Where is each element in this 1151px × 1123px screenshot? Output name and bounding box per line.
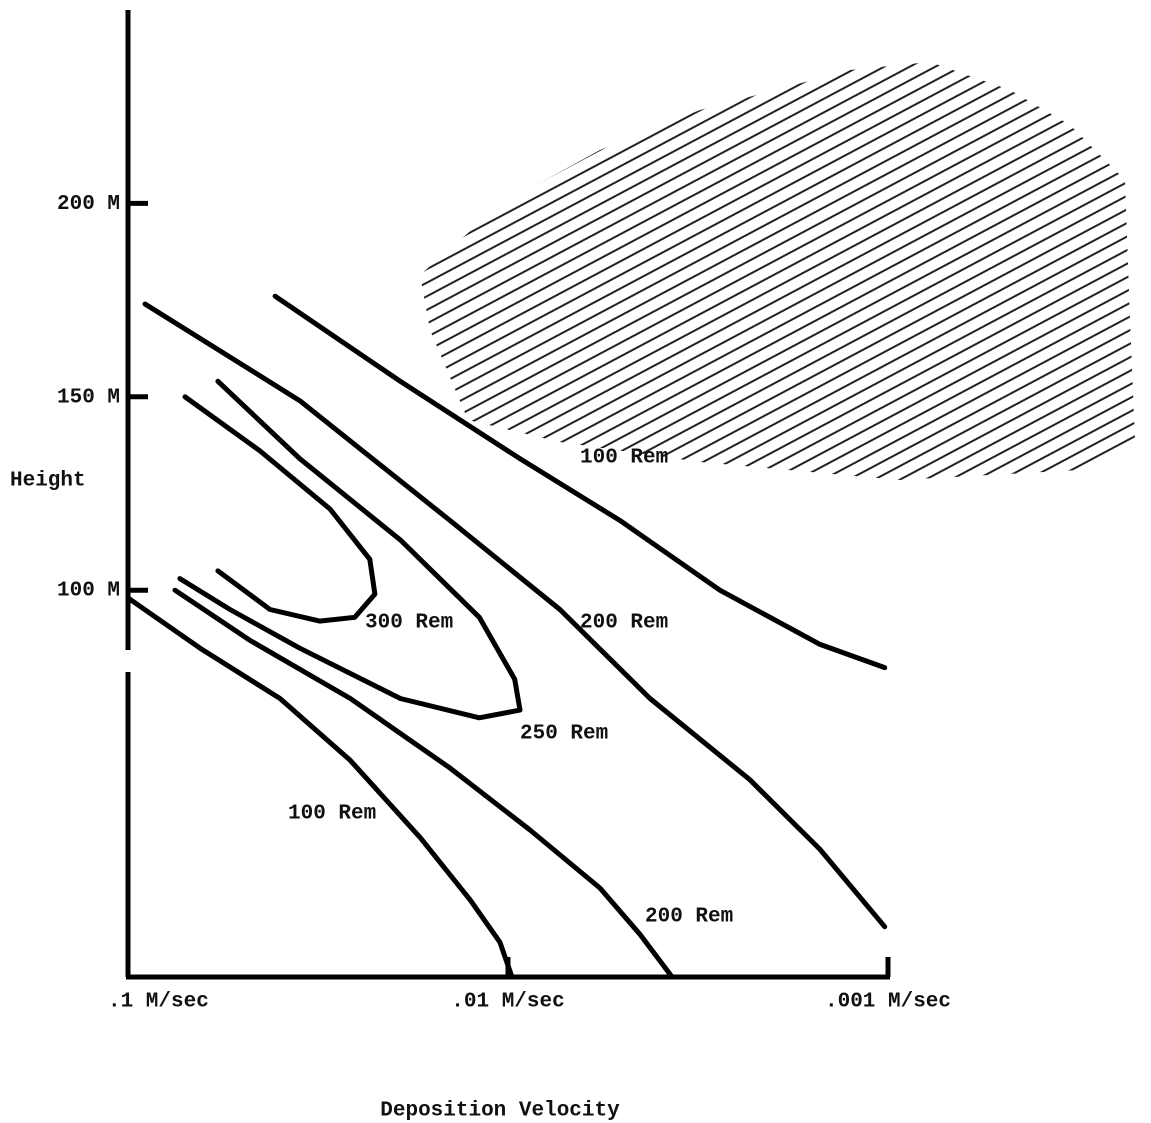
x-tick-label: .01 M/sec: [451, 991, 564, 1014]
contour-label: 300 Rem: [365, 612, 453, 635]
contour-label: 100 Rem: [580, 447, 668, 470]
hatched-region: [420, 62, 1135, 480]
y-tick-label: 150 M: [57, 386, 120, 409]
contour-label: 100 Rem: [288, 803, 376, 826]
contour-line: [272, 293, 888, 671]
contour-line: [182, 394, 378, 624]
contour-line: [177, 378, 523, 721]
y-tick-label: 200 M: [57, 193, 120, 216]
contour-label: 200 Rem: [645, 906, 733, 929]
x-tick-label: .1 M/sec: [108, 991, 209, 1014]
y-axis-label: Height: [10, 470, 86, 493]
x-tick-label: .001 M/sec: [825, 991, 951, 1014]
y-tick-label: 100 M: [57, 580, 120, 603]
contour-line: [172, 587, 675, 980]
contour-label: 250 Rem: [520, 723, 608, 746]
x-axis-label: Deposition Velocity: [380, 1100, 620, 1123]
contour-line: [142, 301, 888, 930]
contour-line: [125, 595, 515, 980]
contour-label: 200 Rem: [580, 612, 668, 635]
